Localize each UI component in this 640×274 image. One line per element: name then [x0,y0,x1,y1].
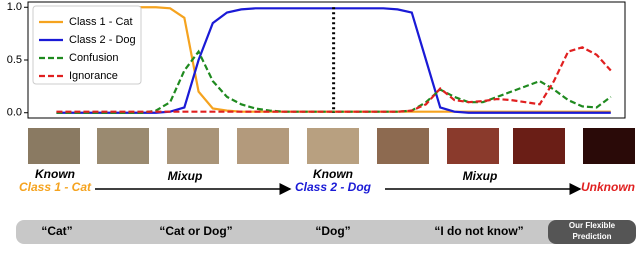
caption: Unknown [581,180,635,194]
y-tick-label: 0.5 [7,54,22,66]
caption-sub: Class 2 - Dog [295,180,372,194]
prediction: “I do not know” [434,224,523,238]
caption-sub: Class 1 - Cat [19,180,92,194]
legend-box [32,5,142,85]
image [28,128,80,164]
prediction-label: Our Flexible [569,221,616,230]
y-tick-label: 1.0 [7,1,22,13]
image [377,128,429,164]
chart: 0.0 0.5 1.0 Class 1 - Cat Class 2 - Dog Confu… [7,1,626,119]
image [167,128,219,164]
caption: Known [35,167,75,181]
legend-label: Ignorance [69,70,118,82]
caption: Mixup [168,169,203,183]
caption: Mixup [463,169,498,183]
legend-label: Class 1 - Cat [69,16,133,28]
legend-label: Class 2 - Dog [69,34,136,46]
image [237,128,289,164]
prediction: “Cat or Dog” [159,224,232,238]
prediction: “Dog” [315,224,350,238]
image [97,128,149,164]
image [447,128,499,164]
image [307,128,359,164]
series-line [56,46,612,113]
image [513,128,565,164]
thumbnails [28,128,635,164]
prediction-bar [16,220,561,244]
image [583,128,635,164]
caption: Known [313,167,353,181]
y-tick-label: 0.0 [7,107,22,119]
prediction-box [548,220,636,244]
prediction-label: Prediction [572,232,611,241]
legend-label: Confusion [69,52,119,64]
prediction: “Cat” [41,224,72,238]
